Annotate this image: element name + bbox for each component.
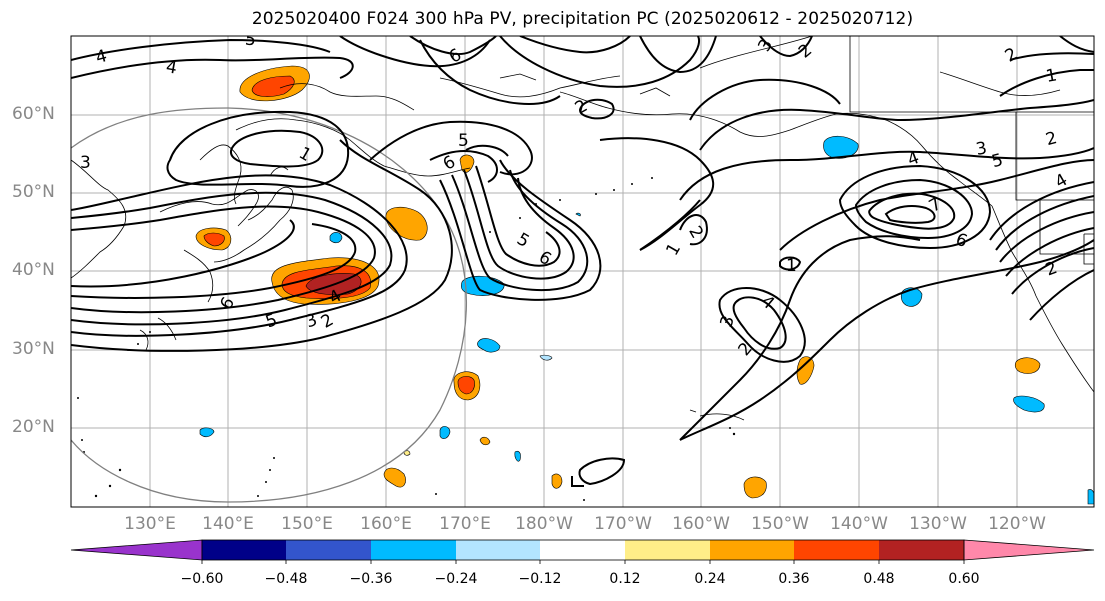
lon-label: 170°W: [594, 514, 652, 534]
coastlines: [71, 36, 1094, 421]
map-frame: [70, 35, 1095, 508]
colorbar-extend-low: [70, 539, 203, 561]
contour-label: 3: [80, 153, 91, 173]
lon-label: 140°W: [830, 514, 888, 534]
map-area: 4 4 5 6 1 5 6 6 5 3 2 4 5 6 2 1 2 3 2 1 …: [71, 30, 1094, 507]
colorbar-bin: [456, 540, 540, 560]
colorbar-extend-high: [963, 539, 1095, 561]
lon-label: 150°E: [281, 514, 333, 534]
contour-label: 2: [1044, 128, 1060, 150]
colorbar-bin: [540, 540, 625, 560]
contour-label: 5: [244, 30, 257, 51]
colorbar-bin: [710, 540, 794, 560]
colorbar-tick-label: 0.24: [694, 571, 726, 587]
map-title: 2025020400 F024 300 hPa PV, precipitatio…: [251, 9, 914, 29]
lon-label: 130°E: [124, 514, 176, 534]
lat-label-60n: 60°N: [12, 104, 55, 124]
lat-label-30n: 30°N: [12, 339, 55, 359]
colorbar-bin: [794, 540, 879, 560]
lon-label: 170°E: [439, 514, 491, 534]
lon-label: 150°W: [751, 514, 809, 534]
contour-label: 1: [786, 256, 797, 276]
precip-positive-shading: [195, 65, 1041, 499]
colorbar-tick-label: 0.48: [863, 571, 895, 587]
contour-label: 5: [458, 131, 469, 151]
pv-contours: [71, 36, 1094, 487]
colorbar-tick-label: −0.12: [518, 571, 562, 587]
colorbar-tick-label: 0.12: [609, 571, 641, 587]
colorbar-bin: [625, 540, 710, 560]
lon-label: 160°E: [360, 514, 412, 534]
contour-label: 3: [974, 138, 988, 160]
colorbar-tick-label: 0.60: [948, 571, 980, 587]
contour-label: 4: [164, 57, 178, 79]
lon-label: 130°W: [909, 514, 967, 534]
contour-label: 4: [94, 46, 110, 68]
lon-label: 160°W: [672, 514, 730, 534]
lat-label-20n: 20°N: [12, 417, 55, 437]
lon-label: 120°W: [988, 514, 1046, 534]
colorbar-bin: [371, 540, 456, 560]
colorbar-tick-label: −0.48: [264, 571, 308, 587]
lon-label: 180°W: [515, 514, 573, 534]
contour-label: 1: [1044, 65, 1058, 87]
colorbar-bin: [202, 540, 286, 560]
colorbar-bin: [879, 540, 964, 560]
lat-label-50n: 50°N: [12, 182, 55, 202]
colorbar-tick-label: −0.36: [349, 571, 393, 587]
lon-label: 140°E: [202, 514, 254, 534]
island-dots: [77, 177, 736, 501]
colorbar-tick-label: −0.60: [180, 571, 224, 587]
colorbar-tick-label: −0.24: [434, 571, 478, 587]
colorbar: [70, 539, 1095, 564]
colorbar-bin: [286, 540, 371, 560]
range-circle: [71, 107, 468, 503]
lat-label-40n: 40°N: [12, 260, 55, 280]
contour-label: 5: [990, 150, 1006, 172]
colorbar-tick-label: 0.36: [778, 571, 810, 587]
